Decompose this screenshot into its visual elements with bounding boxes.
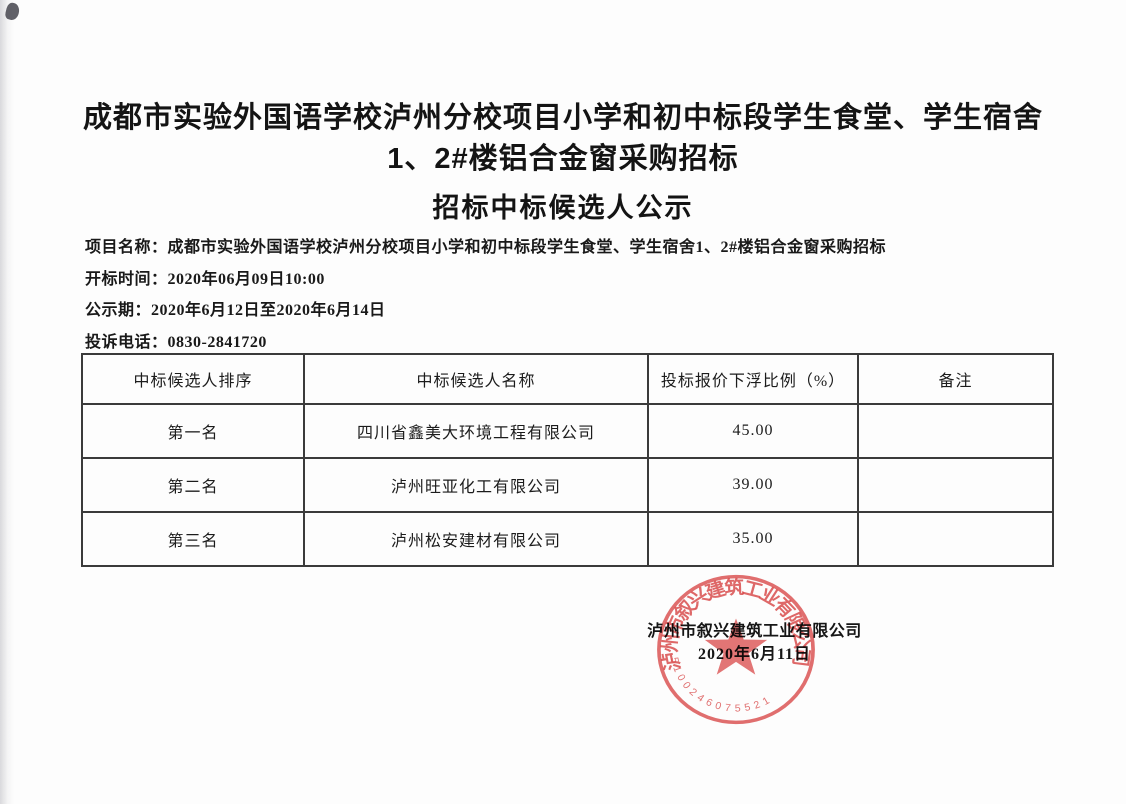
info-publicity-period-value: 2020年6月12日至2020年6月14日 (151, 302, 386, 319)
cell-remarks (857, 457, 1054, 513)
seal-serial-number: 5100246075521 (668, 657, 772, 715)
cell-candidate-name: 泸州松安建材有限公司 (303, 511, 649, 567)
signature-block: 泸州市叙兴建筑工业有限公司 2020年6月11日 (637, 622, 872, 665)
col-header-bid-discount: 投标报价下浮比例（%） (647, 353, 859, 405)
svg-text:5100246075521: 5100246075521 (668, 657, 773, 715)
cell-bid-discount: 35.00 (647, 511, 859, 567)
info-open-time-value: 2020年06月09日10:00 (167, 271, 325, 288)
cell-rank: 第二名 (81, 457, 305, 513)
info-project-name: 项目名称：成都市实验外国语学校泸州分校项目小学和初中标段学生食堂、学生宿舍1、2… (85, 238, 1085, 258)
info-open-time: 开标时间：2020年06月09日10:00 (85, 270, 1085, 290)
candidates-table: 中标候选人排序 中标候选人名称 投标报价下浮比例（%） 备注 第一名 四川省鑫美… (81, 353, 1054, 567)
info-project-name-value: 成都市实验外国语学校泸州分校项目小学和初中标段学生食堂、学生宿舍1、2#楼铝合金… (167, 239, 887, 256)
table-row: 第一名 四川省鑫美大环境工程有限公司 45.00 (81, 403, 1054, 459)
info-complaint-phone-label: 投诉电话： (85, 334, 168, 351)
table-row: 第二名 泸州旺亚化工有限公司 39.00 (81, 457, 1054, 513)
info-publicity-period: 公示期：2020年6月12日至2020年6月14日 (85, 301, 1085, 321)
info-complaint-phone: 投诉电话：0830-2841720 (85, 333, 1085, 353)
cell-bid-discount: 45.00 (647, 403, 859, 459)
info-complaint-phone-value: 0830-2841720 (167, 334, 267, 351)
document-title-line-2: 1、2#楼铝合金窗采购招标 (387, 143, 739, 175)
table-header-row: 中标候选人排序 中标候选人名称 投标报价下浮比例（%） 备注 (81, 353, 1054, 405)
cell-remarks (857, 403, 1054, 459)
col-header-remarks: 备注 (857, 353, 1054, 405)
document-subtitle: 招标中标候选人公示 (432, 193, 694, 223)
table-row: 第三名 泸州松安建材有限公司 35.00 (81, 511, 1054, 567)
col-header-candidate-name: 中标候选人名称 (303, 353, 649, 405)
signature-company-name: 泸州市叙兴建筑工业有限公司 (647, 623, 862, 640)
document-title-line-1: 成都市实验外国语学校泸州分校项目小学和初中标段学生食堂、学生宿舍 (82, 102, 1043, 134)
cell-rank: 第三名 (81, 511, 305, 567)
info-open-time-label: 开标时间： (85, 271, 168, 288)
cell-rank: 第一名 (81, 403, 305, 459)
cell-bid-discount: 39.00 (647, 457, 859, 513)
cell-remarks (857, 511, 1054, 567)
cell-candidate-name: 四川省鑫美大环境工程有限公司 (303, 403, 649, 459)
cell-candidate-name: 泸州旺亚化工有限公司 (303, 457, 649, 513)
info-publicity-period-label: 公示期： (85, 302, 152, 319)
col-header-rank: 中标候选人排序 (81, 353, 305, 405)
scan-corner-speck (4, 1, 21, 22)
info-project-name-label: 项目名称： (85, 239, 168, 256)
signature-date: 2020年6月11日 (697, 646, 812, 663)
